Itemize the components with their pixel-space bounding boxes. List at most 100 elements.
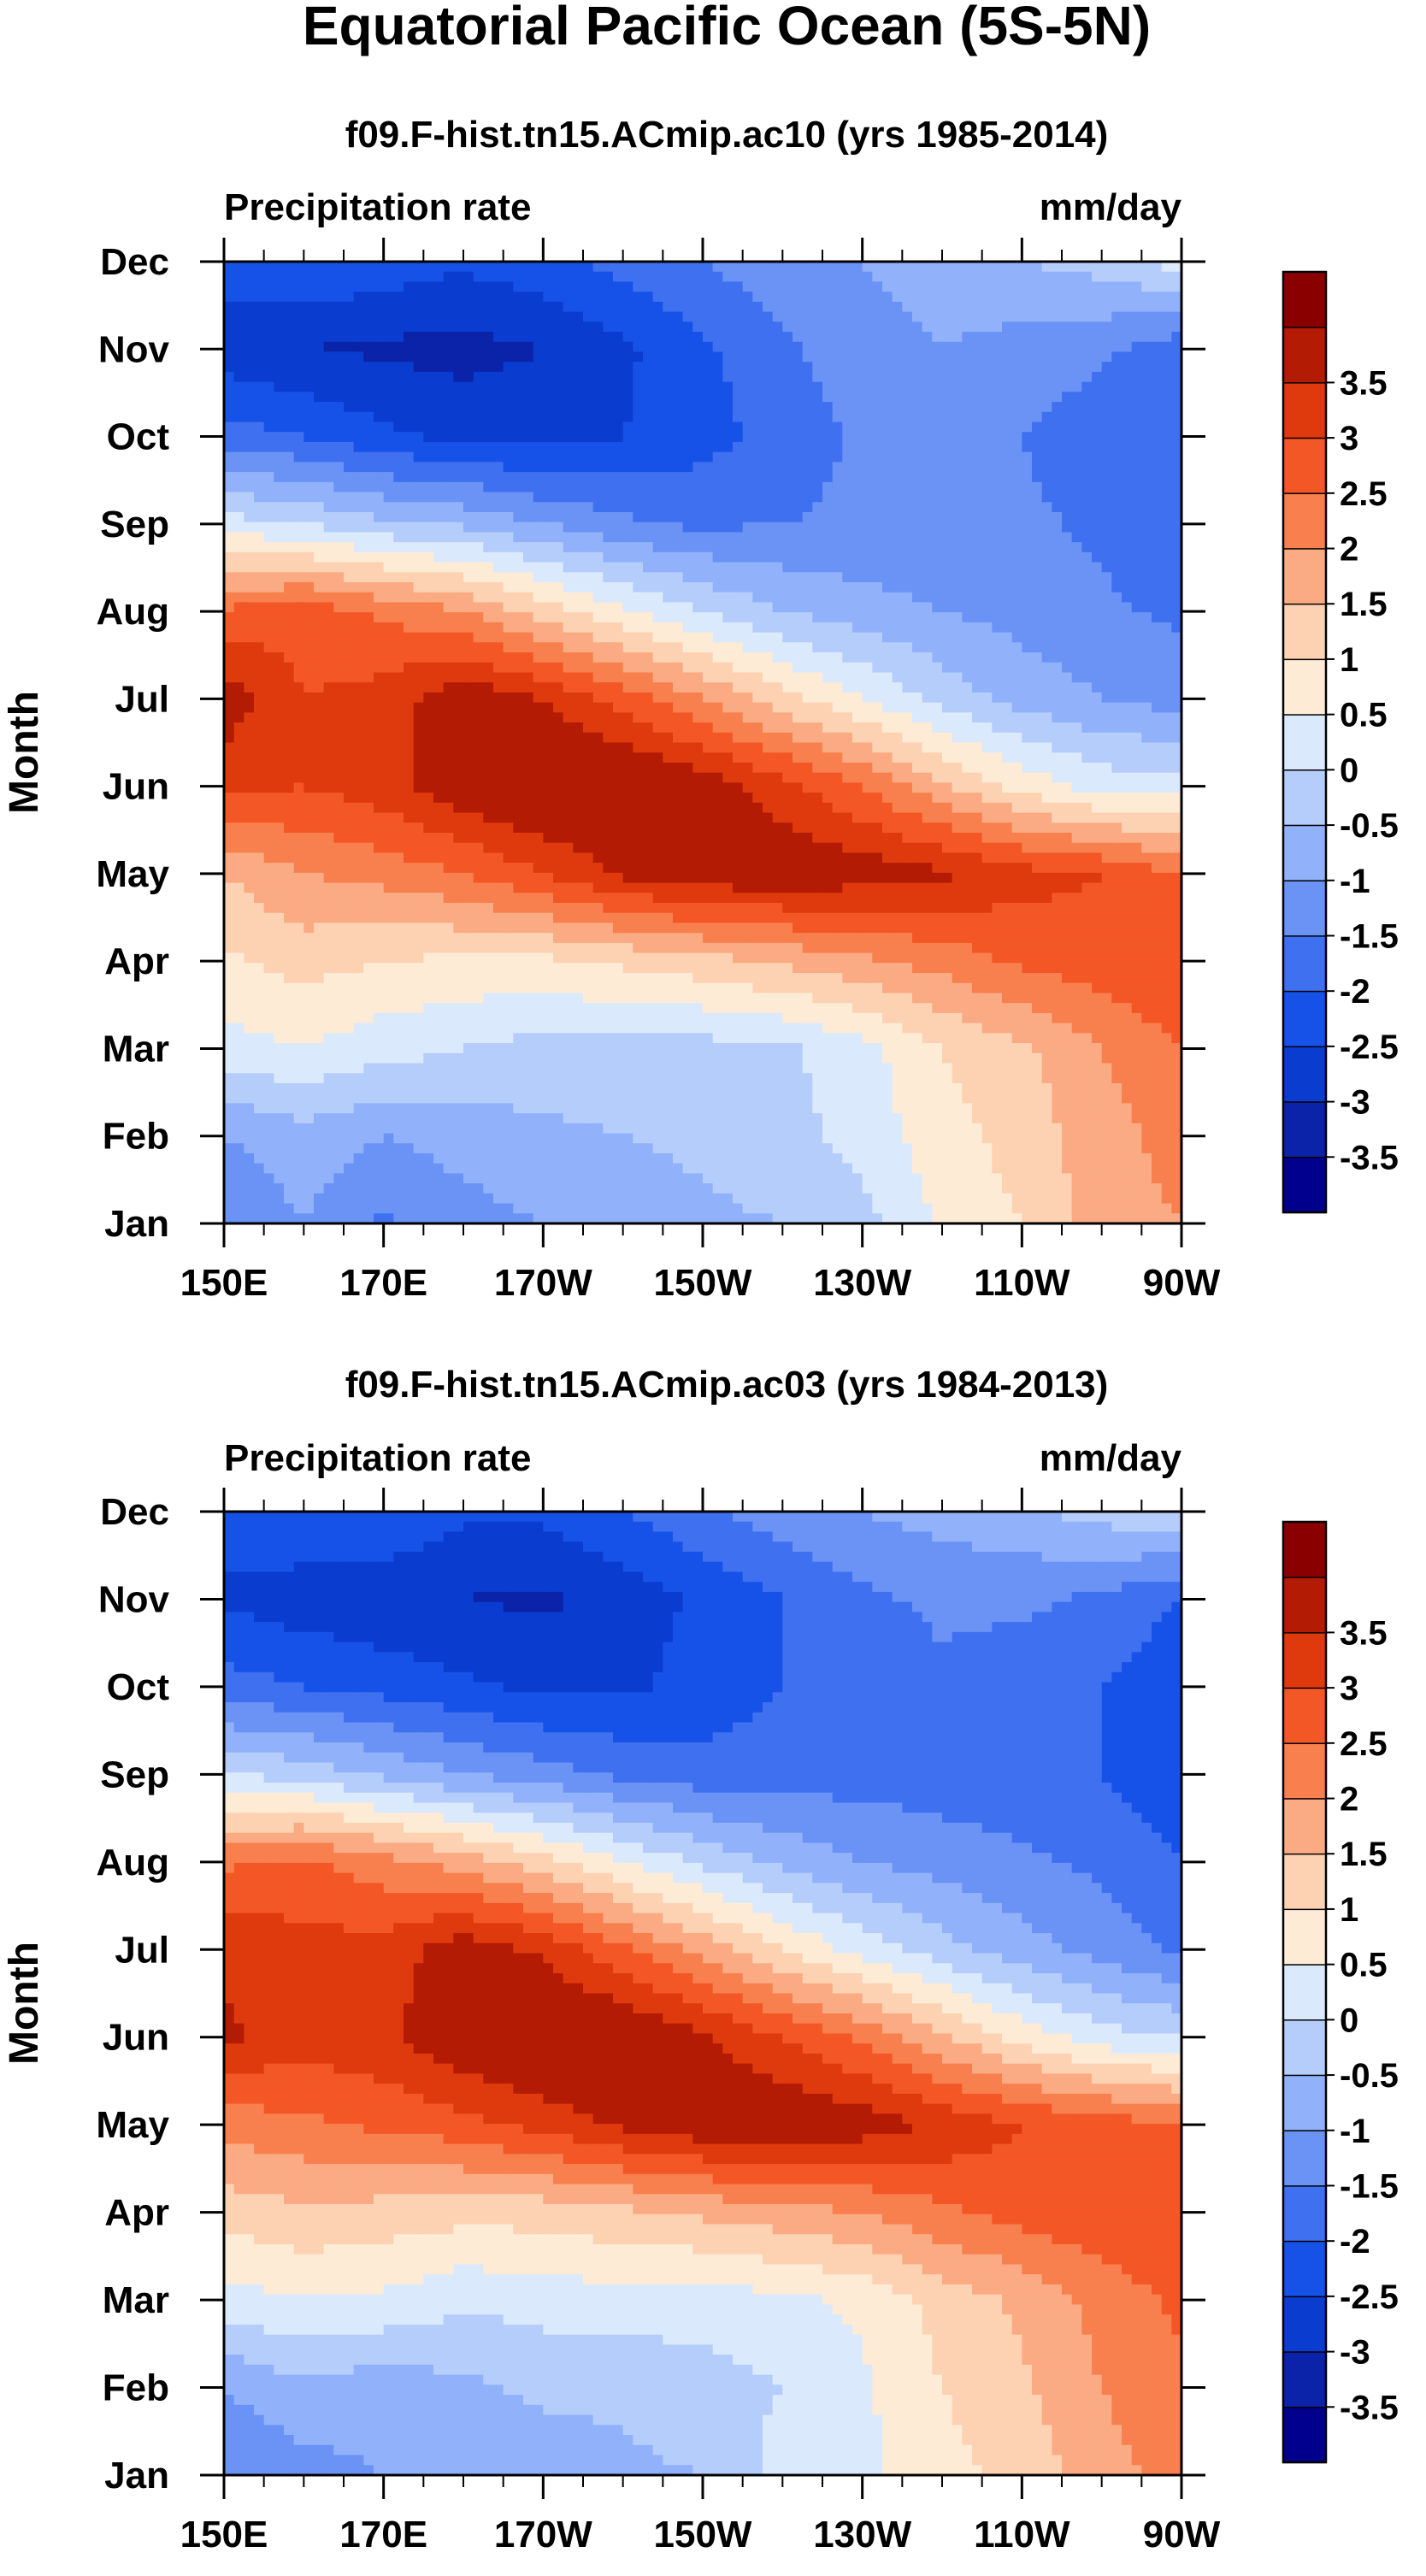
contour-cell [563,292,574,303]
contour-cell [1101,702,1112,713]
contour-cell [673,281,684,292]
contour-cell [912,321,923,333]
contour-cell [344,492,355,503]
contour-cell [692,511,704,523]
contour-cell [413,742,424,753]
contour-cell [344,602,355,613]
contour-cell [652,402,663,413]
contour-cell [812,642,823,653]
contour-cell [882,742,893,753]
contour-cell [622,562,633,573]
contour-cell [523,462,534,473]
contour-cell [703,722,714,734]
contour-cell [374,441,385,453]
contour-cell [293,411,304,423]
contour-cell [663,592,674,604]
contour-cell [962,351,973,363]
contour-cell [852,292,863,303]
contour-cell [652,672,663,683]
contour-cell [1052,411,1063,423]
contour-cell [413,511,424,523]
contour-cell [293,662,304,674]
contour-cell [992,652,1003,663]
contour-cell [922,411,933,423]
contour-cell [912,311,923,322]
contour-cell [782,682,793,693]
contour-cell [293,762,304,774]
contour-cell [812,772,823,783]
contour-cell [603,492,614,503]
contour-cell [224,341,235,353]
contour-cell [1081,722,1093,734]
contour-cell [763,642,774,653]
contour-cell [1062,371,1073,383]
contour-cell [233,432,245,443]
contour-cell [433,402,445,413]
contour-cell [902,722,913,734]
contour-cell [722,612,734,623]
contour-cell [533,602,544,613]
contour-cell [972,481,983,493]
contour-cell [374,712,385,723]
contour-cell [832,481,843,493]
contour-cell [752,472,763,483]
contour-cell [643,672,654,683]
contour-cell [1062,652,1073,663]
contour-cell [793,551,804,563]
contour-cell [353,572,364,583]
contour-cell [712,432,723,443]
contour-cell [902,642,913,653]
contour-cell [772,301,783,313]
contour-cell [622,532,633,543]
contour-cell [692,492,704,503]
contour-cell [842,472,853,483]
contour-cell [782,292,793,303]
contour-cell [1092,742,1103,753]
contour-cell [892,371,903,383]
contour-cell [1101,371,1112,383]
contour-cell [703,281,714,292]
contour-cell [1152,451,1163,463]
contour-cell [224,432,235,443]
contour-cell [263,351,274,363]
contour-cell [583,752,594,763]
contour-cell [1002,362,1013,373]
contour-cell [433,271,445,283]
contour-cell [603,301,614,313]
contour-cell [862,551,873,563]
contour-cell [1122,682,1133,693]
contour-cell [1062,612,1073,623]
contour-cell [1131,301,1142,313]
contour-cell [303,362,315,373]
contour-cell [1062,672,1073,683]
contour-cell [722,582,734,593]
contour-cell [652,311,663,322]
contour-cell [782,341,793,353]
contour-cell [463,662,474,674]
contour-cell [663,652,674,663]
contour-cell [1071,602,1082,613]
contour-cell [1131,642,1142,653]
contour-cell [972,612,983,623]
contour-cell [712,572,723,583]
contour-cell [613,311,624,322]
contour-cell [413,462,424,473]
contour-cell [1052,311,1063,322]
contour-cell [1002,622,1013,634]
contour-cell [1022,411,1033,423]
contour-cell [473,492,484,503]
contour-cell [1032,402,1043,413]
contour-cell [293,612,304,623]
contour-cell [423,632,434,643]
contour-cell [782,712,793,723]
contour-cell [972,321,983,333]
contour-cell [992,492,1003,503]
contour-cell [673,572,684,583]
contour-cell [643,592,654,604]
contour-cell [802,381,813,392]
contour-cell [503,492,514,503]
contour-cell [603,402,614,413]
contour-cell [1032,732,1043,744]
contour-cell [254,451,265,463]
contour-cell [763,722,774,734]
